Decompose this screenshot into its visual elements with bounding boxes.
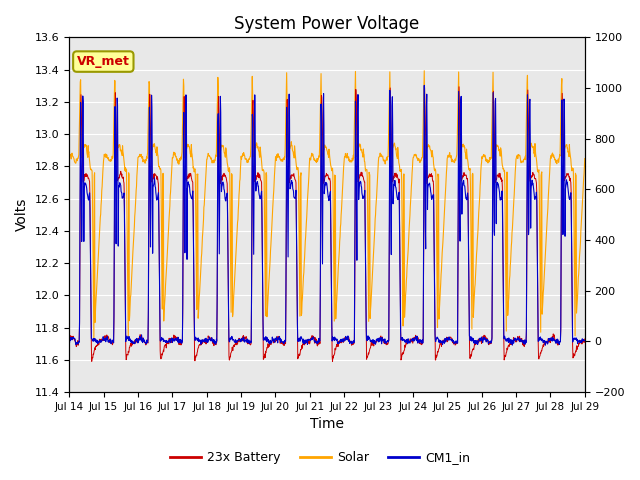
- X-axis label: Time: Time: [310, 418, 344, 432]
- Legend: 23x Battery, Solar, CM1_in: 23x Battery, Solar, CM1_in: [164, 446, 476, 469]
- Y-axis label: Volts: Volts: [15, 198, 29, 231]
- Title: System Power Voltage: System Power Voltage: [234, 15, 420, 33]
- Text: VR_met: VR_met: [77, 55, 130, 68]
